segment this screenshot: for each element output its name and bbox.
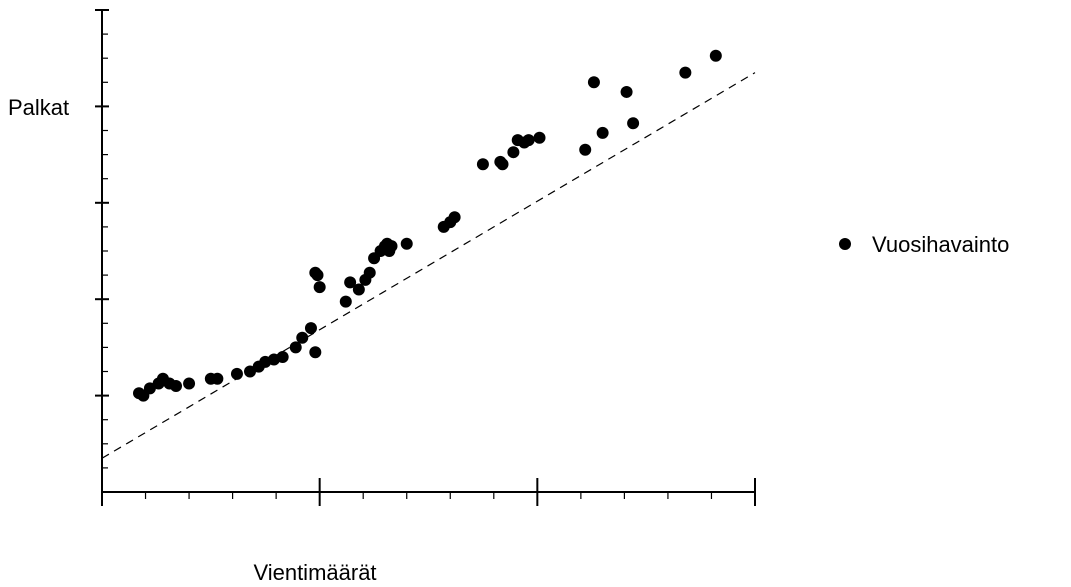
legend-label: Vuosihavainto: [872, 232, 1009, 257]
data-point: [170, 379, 183, 392]
x-axis-label: Vientimäärät: [253, 560, 376, 585]
data-point: [230, 367, 243, 380]
data-point: [313, 281, 326, 294]
data-point: [522, 134, 535, 147]
data-point: [183, 377, 196, 390]
data-point: [352, 283, 365, 296]
data-point: [579, 143, 592, 156]
data-point: [496, 158, 509, 171]
trendline: [101, 72, 756, 459]
data-point: [627, 117, 640, 130]
data-point: [400, 237, 413, 250]
data-point: [596, 126, 609, 139]
y-axis-label: Palkat: [8, 95, 69, 120]
data-point: [620, 85, 633, 98]
data-point: [476, 158, 489, 171]
trendline-group: [101, 72, 756, 459]
data-point: [679, 66, 692, 79]
x-axis: [101, 478, 756, 506]
data-point: [363, 266, 376, 279]
data-point: [587, 76, 600, 89]
data-point: [709, 49, 722, 62]
data-point: [304, 322, 317, 335]
data-point: [344, 276, 357, 289]
legend: Vuosihavainto: [839, 232, 1009, 257]
data-point: [309, 346, 322, 359]
data-point: [533, 131, 546, 144]
data-point: [289, 341, 302, 354]
data-point: [309, 266, 322, 279]
data-point: [448, 211, 461, 224]
data-point: [276, 351, 289, 364]
y-axis: [95, 9, 109, 493]
data-point: [339, 295, 352, 308]
data-point: [507, 146, 520, 159]
data-point: [211, 372, 224, 385]
data-points: [133, 49, 722, 402]
data-point: [296, 331, 309, 344]
data-point: [385, 240, 398, 253]
legend-marker: [839, 238, 851, 250]
